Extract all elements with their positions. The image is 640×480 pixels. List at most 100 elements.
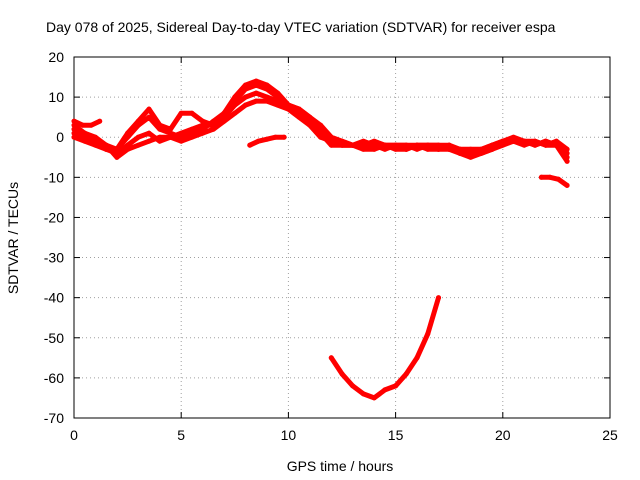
data-point	[273, 134, 278, 140]
data-point	[350, 142, 356, 148]
data-point	[436, 295, 441, 301]
data-point	[88, 122, 94, 128]
y-tick-label: -10	[44, 169, 64, 185]
data-point	[414, 355, 420, 361]
data-point	[296, 114, 302, 120]
y-tick-label: 10	[48, 89, 64, 105]
data-point	[264, 136, 270, 142]
data-point	[328, 355, 334, 361]
series-line-segment-late	[538, 174, 570, 188]
y-tick-label: -50	[44, 330, 64, 346]
data-point	[255, 138, 261, 144]
data-point	[146, 138, 152, 144]
data-point	[125, 146, 131, 152]
data-point	[82, 138, 88, 144]
data-point	[318, 134, 324, 140]
data-point	[275, 102, 281, 108]
y-tick-label: 20	[48, 49, 64, 65]
y-tick-label: -20	[44, 209, 64, 225]
data-point	[425, 331, 431, 337]
data-point	[168, 130, 173, 136]
y-tick-label: -70	[44, 410, 64, 426]
data-point	[489, 142, 495, 148]
data-point	[80, 122, 86, 128]
data-point	[243, 82, 248, 88]
data-point	[425, 146, 431, 152]
series-segment-early	[71, 118, 103, 128]
data-point	[135, 118, 141, 124]
data-point	[543, 138, 549, 144]
x-tick-label: 20	[495, 427, 511, 443]
series-segment-mid	[247, 134, 287, 148]
x-tick-label: 15	[388, 427, 404, 443]
data-point	[350, 383, 356, 389]
data-point	[403, 371, 409, 377]
data-point	[243, 94, 248, 100]
data-point	[564, 182, 570, 188]
data-point	[221, 118, 227, 124]
data-point	[547, 174, 553, 180]
data-point	[360, 146, 366, 152]
series-trace-d	[71, 78, 570, 164]
x-tick-label: 0	[70, 427, 78, 443]
data-point	[243, 102, 248, 108]
y-tick-label: -30	[44, 250, 64, 266]
data-point	[307, 122, 313, 128]
data-point	[146, 114, 152, 120]
data-point	[360, 391, 366, 397]
data-point	[189, 130, 195, 136]
series-line-segment-dip	[328, 295, 441, 401]
data-point	[275, 90, 281, 96]
data-point	[200, 118, 206, 124]
data-point	[382, 387, 388, 393]
data-point	[318, 122, 324, 128]
data-point	[178, 134, 184, 140]
data-point	[210, 126, 216, 132]
data-point	[478, 146, 484, 152]
data-point	[253, 98, 259, 104]
data-point	[82, 130, 88, 136]
y-tick-label: 0	[56, 129, 64, 145]
data-point	[446, 142, 452, 148]
data-point	[71, 118, 77, 124]
data-point	[538, 174, 544, 180]
data-point	[135, 142, 141, 148]
data-point	[553, 142, 559, 148]
series-segment-late	[538, 174, 570, 188]
x-axis-label: GPS time / hours	[287, 458, 394, 474]
data-point	[436, 142, 441, 148]
data-point	[92, 138, 98, 144]
chart-title: Day 078 of 2025, Sidereal Day-to-day VTE…	[46, 19, 556, 35]
data-point	[97, 118, 103, 124]
data-point	[457, 150, 463, 156]
data-point	[393, 383, 399, 389]
data-point	[339, 371, 345, 377]
axis-ticks: 0 5 10 15 20 25 20 10 0 -10 -20 -30 -40 -50 -60 -70	[44, 49, 618, 443]
data-point	[114, 146, 120, 152]
data-point	[168, 126, 173, 132]
data-point	[564, 158, 570, 164]
data-point	[281, 134, 287, 140]
data-point	[382, 146, 388, 152]
data-point	[468, 150, 474, 156]
x-tick-label: 5	[177, 427, 185, 443]
data-point	[253, 78, 259, 84]
data-point	[232, 94, 238, 100]
x-tick-label: 10	[281, 427, 297, 443]
data-point	[393, 142, 399, 148]
data-point	[285, 102, 291, 108]
data-point	[114, 154, 120, 160]
data-point	[532, 142, 538, 148]
data-point	[264, 82, 270, 88]
y-tick-label: -40	[44, 290, 64, 306]
data-point	[253, 90, 259, 96]
data-point	[403, 146, 409, 152]
data-point	[178, 138, 184, 144]
data-point	[247, 142, 253, 148]
data-point	[146, 130, 152, 136]
data-series	[71, 78, 570, 401]
plot-area-frame	[73, 56, 611, 419]
data-point	[210, 122, 216, 128]
data-point	[436, 146, 441, 152]
